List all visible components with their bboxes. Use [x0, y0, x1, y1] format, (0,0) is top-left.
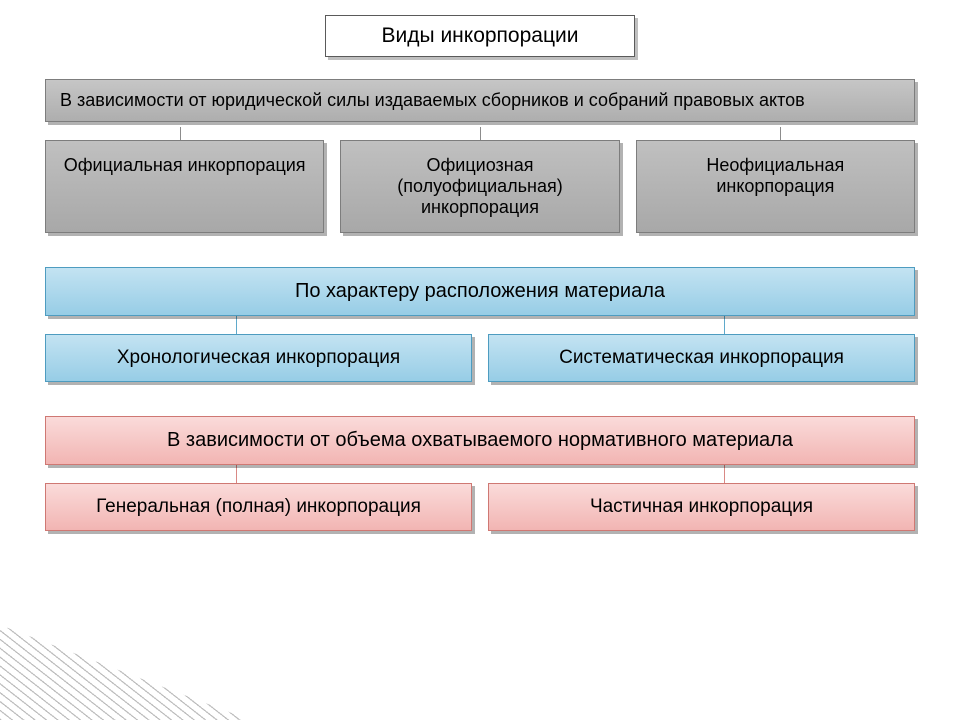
group1-child-official: Официальная инкорпорация: [45, 140, 324, 233]
group-arrangement: По характеру расположения материала Хрон…: [45, 267, 915, 382]
group-scope: В зависимости от объема охватываемого но…: [45, 416, 915, 531]
group-legal-force: В зависимости от юридической силы издава…: [45, 79, 915, 233]
group2-child-chronological: Хронологическая инкорпорация: [45, 334, 472, 382]
group1-header: В зависимости от юридической силы издава…: [45, 79, 915, 122]
hatch-decoration: [0, 625, 250, 720]
diagram-title: Виды инкорпорации: [325, 15, 635, 57]
group2-header: По характеру расположения материала: [45, 267, 915, 316]
group2-child-systematic: Систематическая инкорпорация: [488, 334, 915, 382]
group3-header: В зависимости от объема охватываемого но…: [45, 416, 915, 465]
group1-child-semiofficial: Официозная (полуофициальная) инкорпораци…: [340, 140, 619, 233]
group3-child-partial: Частичная инкорпорация: [488, 483, 915, 531]
group3-child-general: Генеральная (полная) инкорпорация: [45, 483, 472, 531]
group1-child-unofficial: Неофициальная инкорпорация: [636, 140, 915, 233]
